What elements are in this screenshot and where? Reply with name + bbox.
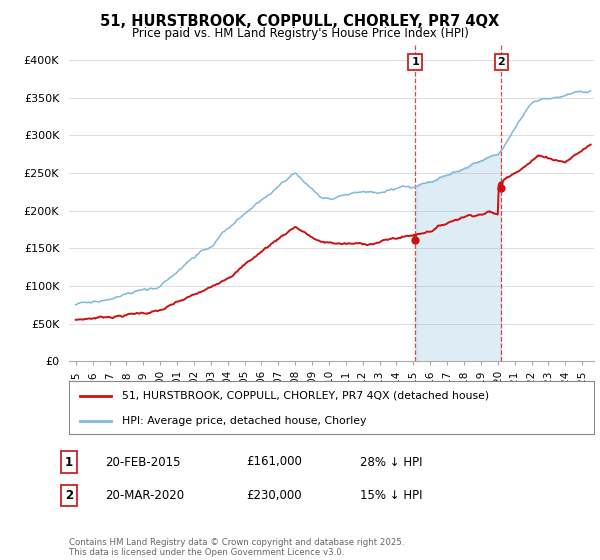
Text: £161,000: £161,000 [246, 455, 302, 469]
Text: 15% ↓ HPI: 15% ↓ HPI [360, 489, 422, 502]
Text: 2: 2 [497, 57, 505, 67]
Text: 1: 1 [65, 455, 73, 469]
Text: 1: 1 [412, 57, 419, 67]
Text: £230,000: £230,000 [246, 489, 302, 502]
Text: 51, HURSTBROOK, COPPULL, CHORLEY, PR7 4QX (detached house): 51, HURSTBROOK, COPPULL, CHORLEY, PR7 4Q… [121, 391, 488, 401]
Text: Price paid vs. HM Land Registry's House Price Index (HPI): Price paid vs. HM Land Registry's House … [131, 27, 469, 40]
Text: 51, HURSTBROOK, COPPULL, CHORLEY, PR7 4QX: 51, HURSTBROOK, COPPULL, CHORLEY, PR7 4Q… [100, 14, 500, 29]
Text: HPI: Average price, detached house, Chorley: HPI: Average price, detached house, Chor… [121, 416, 366, 426]
Text: Contains HM Land Registry data © Crown copyright and database right 2025.
This d: Contains HM Land Registry data © Crown c… [69, 538, 404, 557]
Text: 2: 2 [65, 489, 73, 502]
Text: 28% ↓ HPI: 28% ↓ HPI [360, 455, 422, 469]
Text: 20-MAR-2020: 20-MAR-2020 [105, 489, 184, 502]
Text: 20-FEB-2015: 20-FEB-2015 [105, 455, 181, 469]
